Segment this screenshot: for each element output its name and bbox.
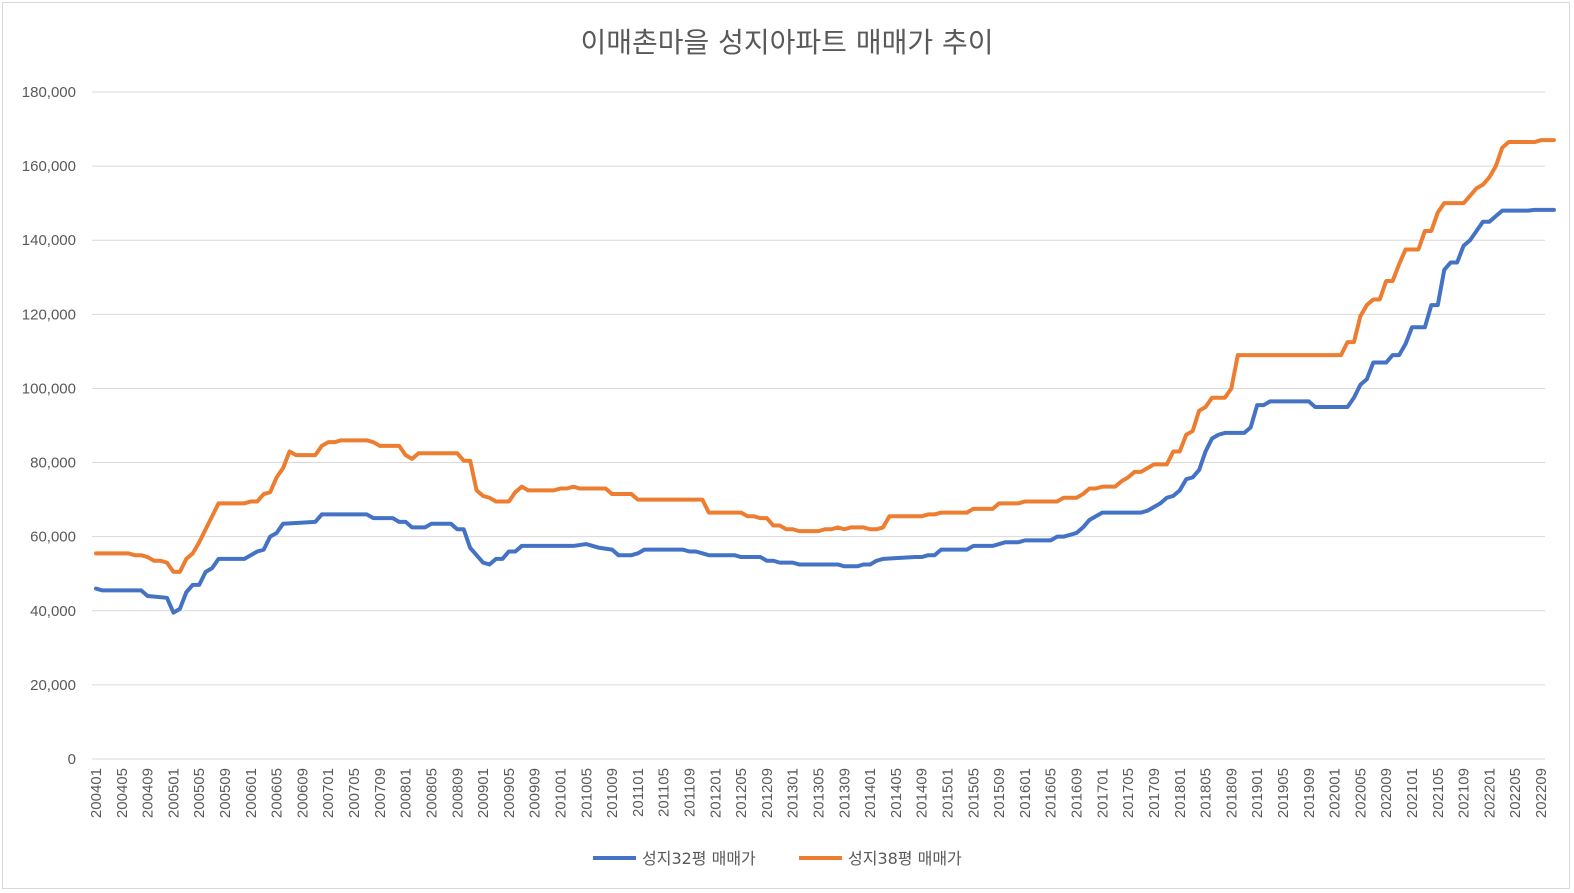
y-tick-label: 20,000 (30, 677, 76, 694)
x-tick-label: 201709 (1146, 768, 1163, 818)
x-tick-label: 201401 (862, 768, 879, 818)
x-tick-label: 202001 (1327, 768, 1344, 818)
x-tick-label: 201409 (914, 768, 931, 818)
y-tick-label: 40,000 (30, 603, 76, 620)
x-tick-label: 201405 (888, 768, 905, 818)
x-tick-label: 201701 (1094, 768, 1111, 818)
chart-title: 이매촌마을 성지아파트 매매가 추이 (580, 26, 993, 59)
x-tick-label: 201301 (785, 768, 802, 818)
y-tick-label: 120,000 (22, 306, 76, 323)
x-tick-label: 200701 (320, 768, 337, 818)
x-tick-label: 200409 (140, 768, 157, 818)
x-tick-label: 200905 (501, 768, 518, 818)
x-tick-label: 202209 (1533, 768, 1550, 818)
x-tick-label: 200805 (423, 768, 440, 818)
x-tick-label: 200509 (217, 768, 234, 818)
x-tick-label: 201705 (1120, 768, 1137, 818)
x-axis-ticks: 200401 200405 200409 200501 200505 200509 2006… (88, 768, 1550, 818)
x-tick-label: 201901 (1249, 768, 1266, 818)
y-tick-label: 140,000 (22, 232, 76, 249)
y-tick-label: 160,000 (22, 158, 76, 175)
x-tick-label: 201805 (1198, 768, 1215, 818)
x-tick-label: 200505 (191, 768, 208, 818)
x-tick-label: 200601 (243, 768, 260, 818)
x-tick-label: 201001 (552, 768, 569, 818)
x-tick-label: 201201 (707, 768, 724, 818)
series-line-1 (94, 207, 1556, 615)
x-tick-label: 201801 (1172, 768, 1189, 818)
y-tick-label: 0 (68, 751, 76, 768)
x-tick-label: 201309 (836, 768, 853, 818)
y-tick-label: 80,000 (30, 455, 76, 472)
x-tick-label: 201601 (1017, 768, 1034, 818)
x-tick-label: 201209 (759, 768, 776, 818)
x-tick-label: 200405 (114, 768, 131, 818)
x-tick-label: 201905 (1275, 768, 1292, 818)
x-tick-label: 200901 (475, 768, 492, 818)
x-tick-label: 200709 (372, 768, 389, 818)
x-tick-label: 201009 (604, 768, 621, 818)
x-tick-label: 202009 (1378, 768, 1395, 818)
x-tick-label: 201605 (1043, 768, 1060, 818)
series-line-2 (94, 138, 1556, 574)
x-tick-label: 201109 (681, 768, 698, 817)
x-tick-label: 201205 (733, 768, 750, 818)
series-lines (94, 138, 1556, 615)
x-tick-label: 201509 (991, 768, 1008, 818)
x-tick-label: 200609 (294, 768, 311, 818)
x-tick-label: 200501 (165, 768, 182, 818)
legend: 성지32평 매매가 성지38평 매매가 (593, 849, 962, 868)
x-tick-label: 201809 (1223, 768, 1240, 818)
x-tick-label: 200401 (88, 768, 105, 818)
y-tick-label: 180,000 (22, 84, 76, 101)
x-tick-label: 200809 (449, 768, 466, 818)
x-tick-label: 200801 (398, 768, 415, 818)
x-tick-label: 201305 (811, 768, 828, 818)
x-tick-label: 201909 (1301, 768, 1318, 818)
x-tick-label: 201105 (656, 768, 673, 817)
x-tick-label: 200605 (269, 768, 286, 818)
y-tick-label: 60,000 (30, 529, 76, 546)
x-tick-label: 202105 (1430, 768, 1447, 818)
x-tick-label: 202005 (1352, 768, 1369, 818)
x-tick-label: 201505 (965, 768, 982, 818)
x-tick-label: 201005 (578, 768, 595, 818)
x-tick-label: 200705 (346, 768, 363, 818)
x-tick-label: 201101 (630, 768, 647, 817)
grid-lines (92, 91, 1545, 760)
x-tick-label: 202205 (1507, 768, 1524, 818)
x-tick-label: 202101 (1404, 768, 1421, 818)
legend-label-series-1: 성지32평 매매가 (642, 849, 756, 868)
x-tick-label: 202201 (1481, 768, 1498, 818)
legend-label-series-2: 성지38평 매매가 (848, 849, 962, 868)
y-tick-label: 100,000 (22, 380, 76, 397)
x-tick-label: 201609 (1069, 768, 1086, 818)
y-axis-ticks: 0 20,000 40,000 60,000 80,000 100,000 120,000 1… (22, 84, 76, 768)
x-tick-label: 200909 (527, 768, 544, 818)
x-tick-label: 201501 (940, 768, 957, 818)
x-tick-label: 202109 (1456, 768, 1473, 818)
